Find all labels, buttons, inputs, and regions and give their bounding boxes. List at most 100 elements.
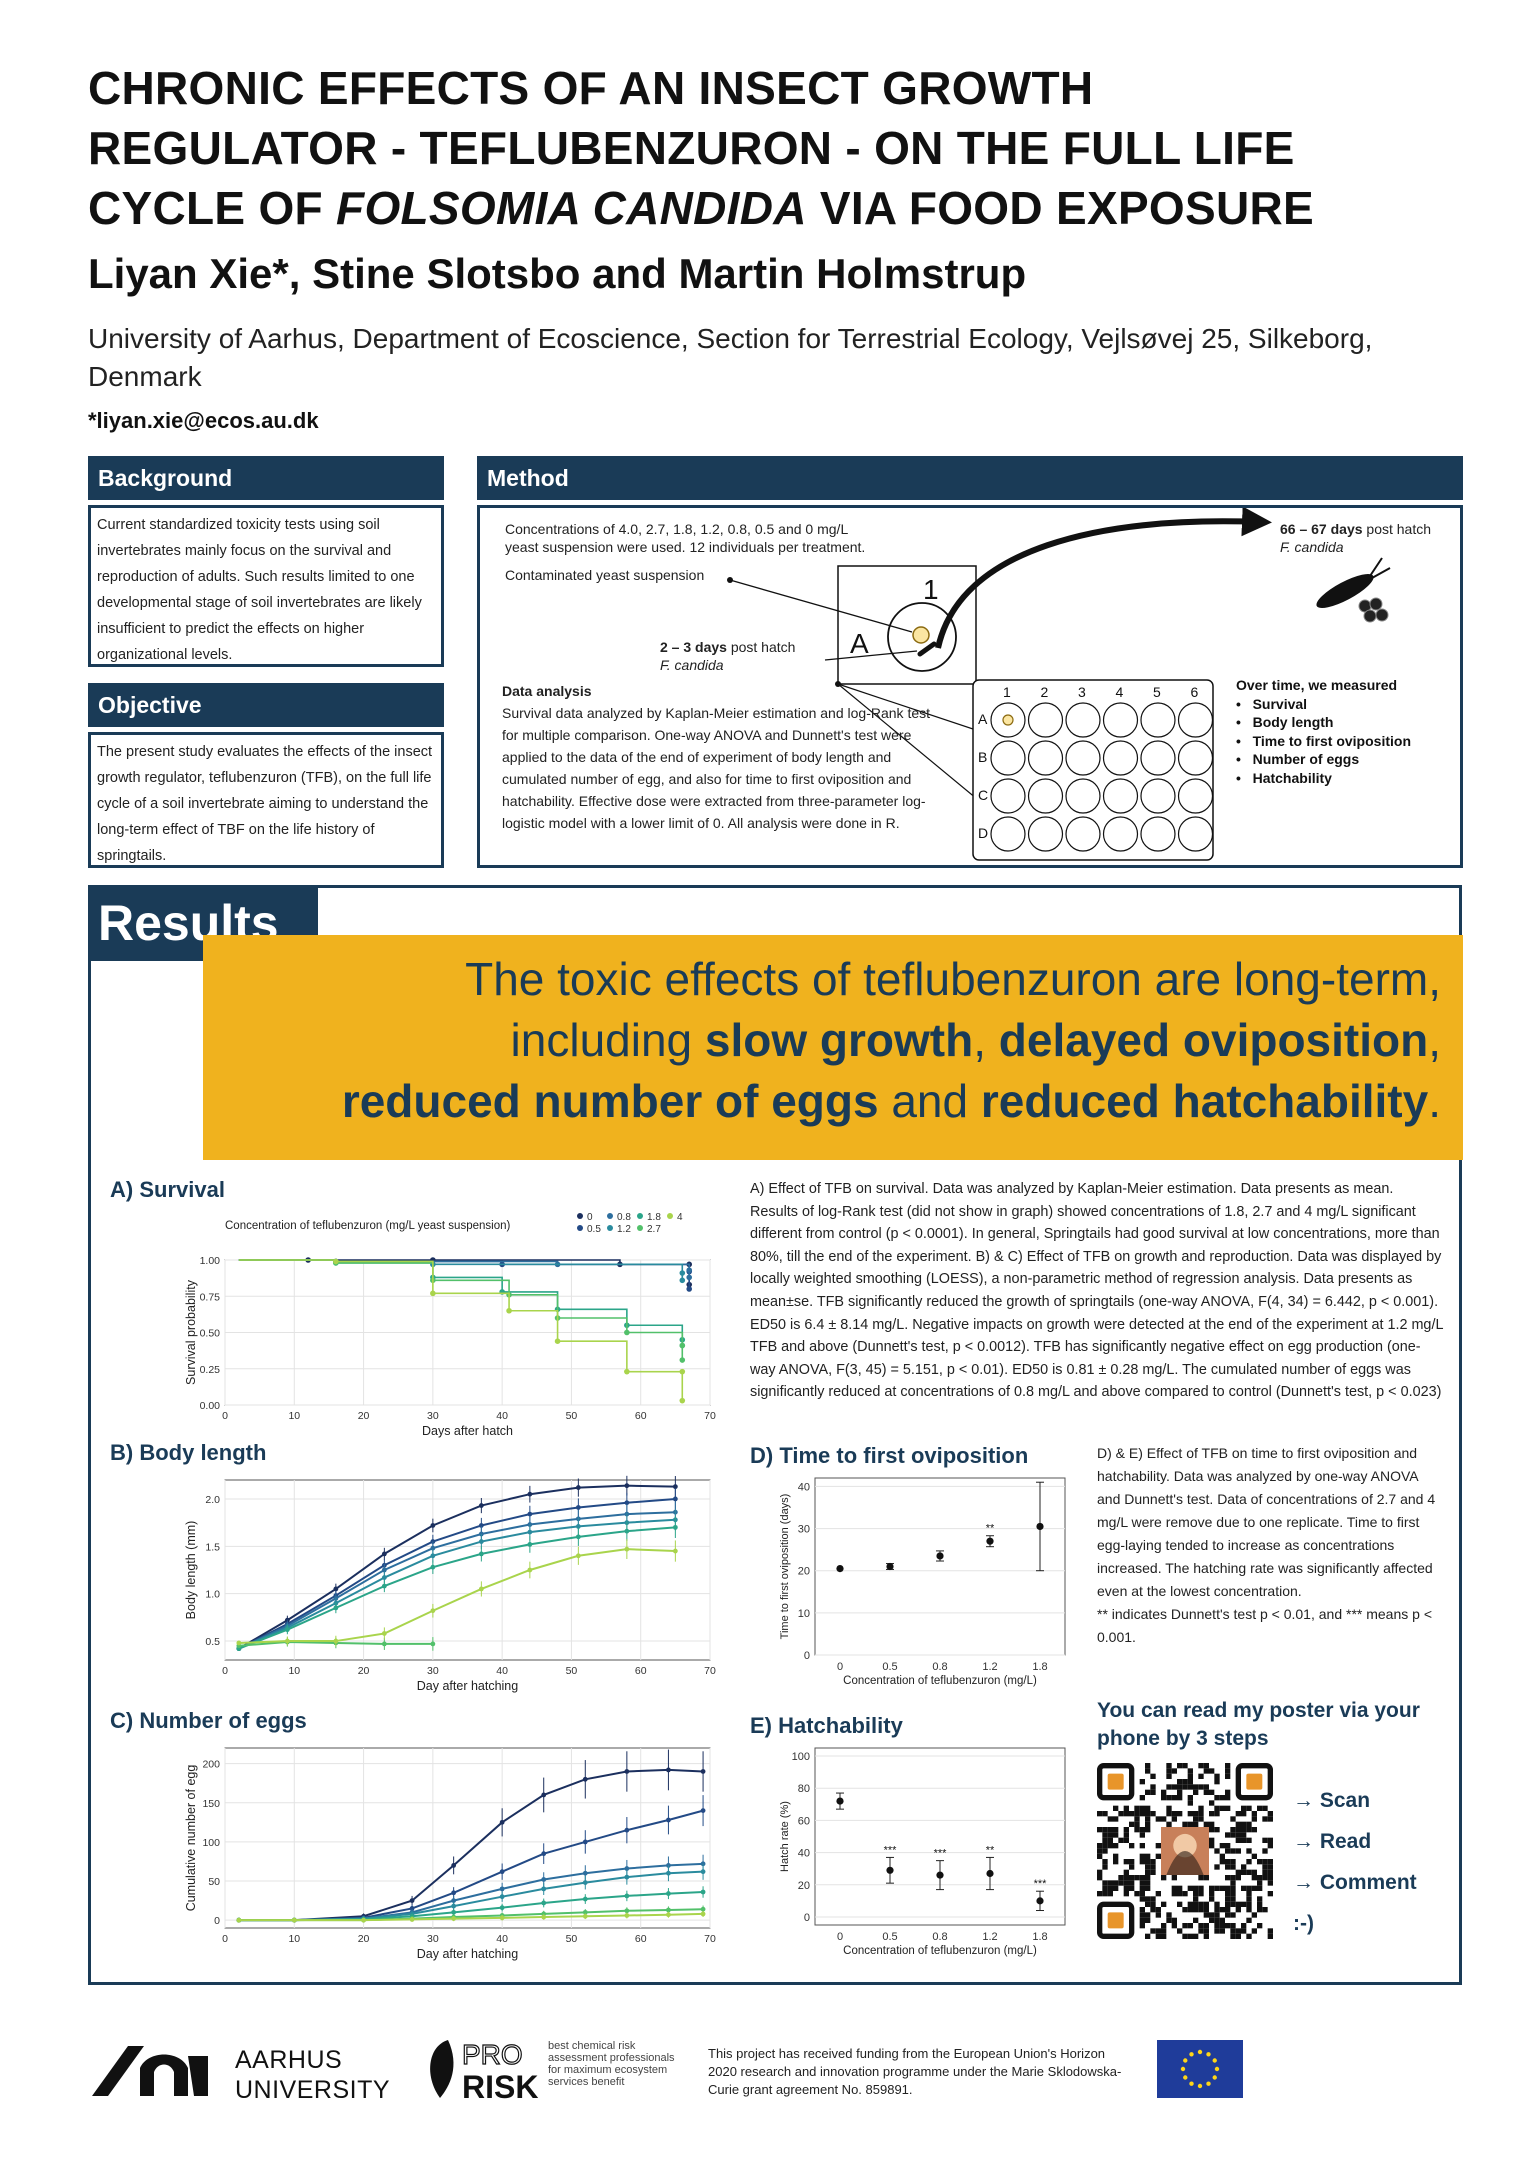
qr-module xyxy=(1182,1784,1188,1790)
qr-module xyxy=(1203,1763,1209,1769)
x-tick-label: 0.5 xyxy=(882,1931,897,1943)
qr-module xyxy=(1251,1869,1257,1875)
qr-module xyxy=(1262,1875,1268,1881)
data-point-0 xyxy=(700,1769,706,1774)
data-point-1.2 xyxy=(700,1869,706,1875)
qr-module xyxy=(1102,1837,1108,1843)
x-tick-label: 70 xyxy=(704,1410,716,1422)
qr-module xyxy=(1198,1805,1204,1811)
plate-col-label: 4 xyxy=(1115,684,1124,700)
qr-module xyxy=(1203,1933,1209,1939)
legend-label-1.2: 1.2 xyxy=(617,1224,631,1235)
qr-module xyxy=(1145,1896,1151,1902)
plate-well xyxy=(1065,702,1101,738)
qr-module xyxy=(1246,1869,1252,1875)
qr-module xyxy=(1129,1885,1135,1891)
qr-module xyxy=(1145,1827,1151,1833)
qr-code[interactable] xyxy=(1097,1763,1273,1939)
data-point-1.2 xyxy=(478,1539,484,1544)
qr-module xyxy=(1171,1923,1177,1929)
qr-step-comment: → Comment xyxy=(1293,1871,1417,1894)
qr-module xyxy=(1150,1901,1156,1907)
eggs-title: C) Number of eggs xyxy=(110,1708,307,1733)
y-tick-label: 0.50 xyxy=(200,1328,221,1340)
qr-module xyxy=(1097,1875,1103,1881)
qr-module xyxy=(1177,1928,1183,1934)
qr-module xyxy=(1198,1923,1204,1929)
data-point-1.2 xyxy=(679,1270,686,1276)
x-tick-label: 40 xyxy=(496,1410,508,1422)
eu-star xyxy=(1189,2052,1194,2057)
qr-photo-hair xyxy=(1166,1851,1204,1875)
qr-module xyxy=(1177,1901,1183,1907)
measured-oviposition: Time to first oviposition xyxy=(1252,732,1411,749)
data-point-4 xyxy=(624,1913,630,1918)
qr-module xyxy=(1187,1933,1193,1939)
banner-line-2: including slow growth, delayed ovipositi… xyxy=(342,1010,1441,1071)
data-analysis-heading: Data analysis xyxy=(502,683,592,699)
plate-well xyxy=(1065,740,1101,776)
qr-module xyxy=(1209,1912,1215,1918)
qr-module xyxy=(1161,1875,1167,1881)
qr-module xyxy=(1097,1891,1103,1897)
qr-module xyxy=(1203,1784,1209,1790)
qr-module xyxy=(1225,1773,1231,1779)
qr-module xyxy=(1251,1827,1257,1833)
qr-module xyxy=(1219,1805,1225,1811)
qr-module xyxy=(1102,1848,1108,1854)
banner-slow-growth: slow growth xyxy=(704,1014,974,1066)
survival-chart: 0 10 20 30 40 50 60 700.000.250.500.751.00Days … xyxy=(184,1212,716,1438)
eu-star xyxy=(1197,2083,1203,2089)
results-text-de-body: D) & E) Effect of TFB on time to first o… xyxy=(1097,1445,1436,1599)
qr-module xyxy=(1113,1843,1119,1849)
timeline-arrow xyxy=(935,508,1272,649)
legend-label-4: 4 xyxy=(677,1212,683,1223)
qr-module xyxy=(1113,1805,1119,1811)
x-tick-label: 50 xyxy=(566,1933,578,1945)
qr-module xyxy=(1150,1811,1156,1817)
x-tick-label: 30 xyxy=(427,1665,439,1677)
data-point-0.8 xyxy=(624,1866,630,1871)
email[interactable]: *liyan.xie@ecos.au.dk xyxy=(88,408,319,433)
qr-module xyxy=(1145,1789,1151,1795)
significance-label: ** xyxy=(986,1523,995,1535)
measured-hatchability: Hatchability xyxy=(1252,769,1332,786)
qr-module xyxy=(1187,1773,1193,1779)
data-point-4 xyxy=(381,1631,387,1636)
plate-well xyxy=(1065,816,1101,852)
y-tick-label: 1.00 xyxy=(200,1255,221,1267)
data-point-1.2 xyxy=(679,1277,686,1284)
y-tick-label: 0 xyxy=(804,1912,810,1924)
qr-module xyxy=(1187,1821,1193,1827)
background-text: Current standardized toxicity tests usin… xyxy=(88,505,444,667)
qr-module xyxy=(1241,1805,1247,1811)
qr-module xyxy=(1225,1864,1231,1870)
plate-well xyxy=(990,740,1026,776)
qr-module xyxy=(1113,1816,1119,1822)
plate-col-label: 5 xyxy=(1153,684,1161,700)
qr-module xyxy=(1134,1816,1140,1822)
qr-module xyxy=(1214,1885,1220,1891)
qr-module xyxy=(1262,1864,1268,1870)
data-point xyxy=(986,1537,994,1545)
plate-well xyxy=(1102,778,1139,814)
qr-module xyxy=(1262,1869,1268,1875)
qr-module xyxy=(1193,1907,1199,1913)
data-point-0 xyxy=(672,1484,678,1490)
eu-star xyxy=(1212,2058,1217,2063)
qr-module xyxy=(1097,1843,1103,1849)
qr-module xyxy=(1246,1891,1252,1897)
qr-module xyxy=(1177,1763,1183,1769)
legend-label-0: 0 xyxy=(587,1212,593,1223)
eu-star xyxy=(1206,2081,1211,2086)
qr-module xyxy=(1267,1928,1273,1934)
qr-module xyxy=(1145,1912,1151,1918)
measured-survival: Survival xyxy=(1252,695,1308,712)
qr-module xyxy=(1123,1880,1129,1886)
qr-module xyxy=(1251,1816,1257,1822)
qr-module xyxy=(1214,1901,1220,1907)
qr-module xyxy=(1182,1821,1188,1827)
qr-module xyxy=(1198,1773,1204,1779)
data-point xyxy=(1036,1897,1044,1905)
prorisk-tagline: best chemical risk assessment profession… xyxy=(548,2040,675,2088)
